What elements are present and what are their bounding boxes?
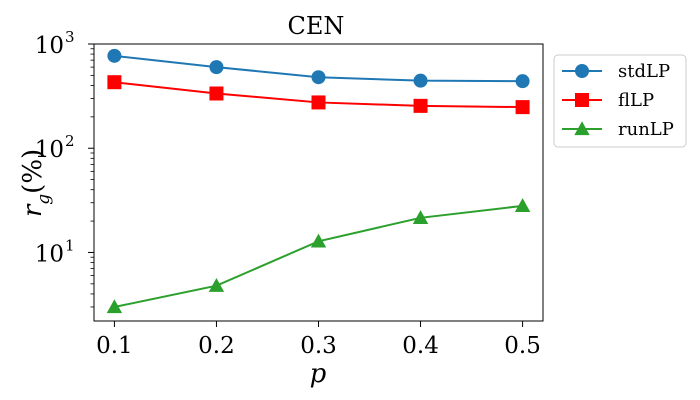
legend-box xyxy=(553,54,687,148)
data-point-triangle xyxy=(310,233,327,248)
x-tick-label: 0.2 xyxy=(198,333,235,359)
data-point-circle xyxy=(413,73,428,88)
x-tick-label: 0.3 xyxy=(300,333,337,359)
x-tick-label: 0.1 xyxy=(96,333,133,359)
data-point-square xyxy=(515,100,530,115)
data-point-square xyxy=(107,75,122,90)
y-axis-label-unit: (%) xyxy=(18,149,48,194)
y-tick-label: 10 xyxy=(35,241,64,267)
series-runLP xyxy=(106,198,531,314)
y-tick-label-exponent: 2 xyxy=(65,132,75,150)
legend-item-flLP: flLP xyxy=(562,90,654,111)
y-tick-label-exponent: 1 xyxy=(65,236,75,254)
x-axis-label: p xyxy=(310,359,327,389)
x-tick-label: 0.4 xyxy=(402,333,439,359)
data-point-square xyxy=(413,98,428,113)
legend-item-stdLP: stdLP xyxy=(562,61,670,82)
svg-text:rg(%): rg(%) xyxy=(18,149,54,217)
series-line xyxy=(114,204,523,308)
y-tick-label: 10 xyxy=(35,137,64,163)
data-point-triangle xyxy=(412,210,429,224)
plot-frame xyxy=(93,43,544,322)
legend-label: flLP xyxy=(618,90,654,111)
data-point-circle xyxy=(575,64,589,78)
series-flLP xyxy=(107,75,530,115)
y-axis-label: rg(%) xyxy=(18,149,54,217)
data-point-triangle xyxy=(514,198,531,213)
y-tick-label: 10 xyxy=(35,33,64,59)
legend: stdLP flLP runLP xyxy=(553,54,687,148)
data-point-square xyxy=(311,95,326,110)
data-point-triangle xyxy=(208,277,225,292)
legend-item-runLP: runLP xyxy=(562,119,674,140)
legend-label: stdLP xyxy=(618,61,670,82)
y-axis-label-main: r xyxy=(18,203,48,217)
x-tick-label: 0.5 xyxy=(504,333,541,359)
data-point-circle xyxy=(107,48,122,63)
y-minor-ticks xyxy=(90,48,94,308)
data-point-square xyxy=(575,93,589,107)
data-point-circle xyxy=(515,74,530,89)
data-point-circle xyxy=(311,70,326,85)
data-point-triangle xyxy=(106,299,123,314)
series-layer xyxy=(106,48,531,314)
data-point-triangle xyxy=(574,121,590,136)
y-tick-label-exponent: 3 xyxy=(65,28,75,46)
data-point-square xyxy=(209,86,224,101)
legend-label: runLP xyxy=(618,119,674,140)
axis-ticks xyxy=(88,43,524,327)
chart-title: CEN xyxy=(288,12,345,40)
data-point-circle xyxy=(209,60,224,75)
series-stdLP xyxy=(107,48,530,89)
y-axis-label-subscript: g xyxy=(34,194,54,205)
